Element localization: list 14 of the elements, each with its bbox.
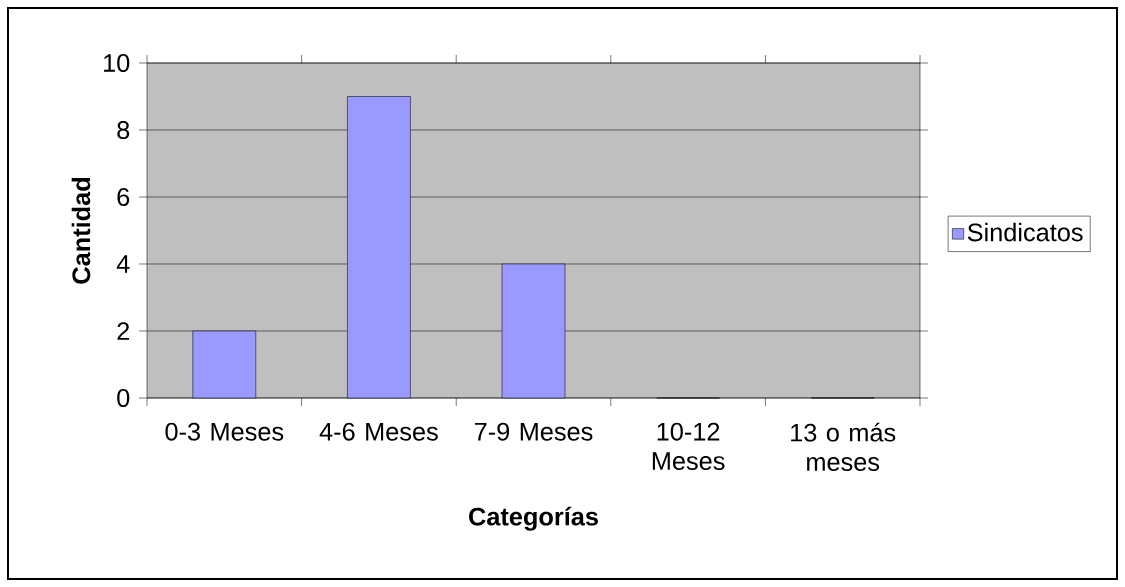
x-tick-label: 4-6 Meses [319, 422, 438, 441]
y-tick-label: 4 [116, 255, 130, 273]
x-axis-title: Categorías [469, 506, 598, 531]
y-tick-label: 10 [104, 54, 130, 72]
x-tick-label: 10-12 Meses [652, 422, 725, 470]
y-axis-title: Cantidad [71, 177, 91, 284]
y-tick-label: 6 [117, 188, 130, 206]
x-tick-label: 13 o más meses [791, 422, 896, 471]
y-tick-label: 0 [117, 389, 130, 407]
x-tick-label: 0-3 Meses [165, 422, 284, 441]
y-tick-label: 2 [117, 322, 130, 340]
x-tick-label: 7-9 Meses [474, 422, 593, 441]
y-tick-label: 8 [117, 121, 130, 139]
legend-label: Sindicatos [967, 222, 1083, 242]
